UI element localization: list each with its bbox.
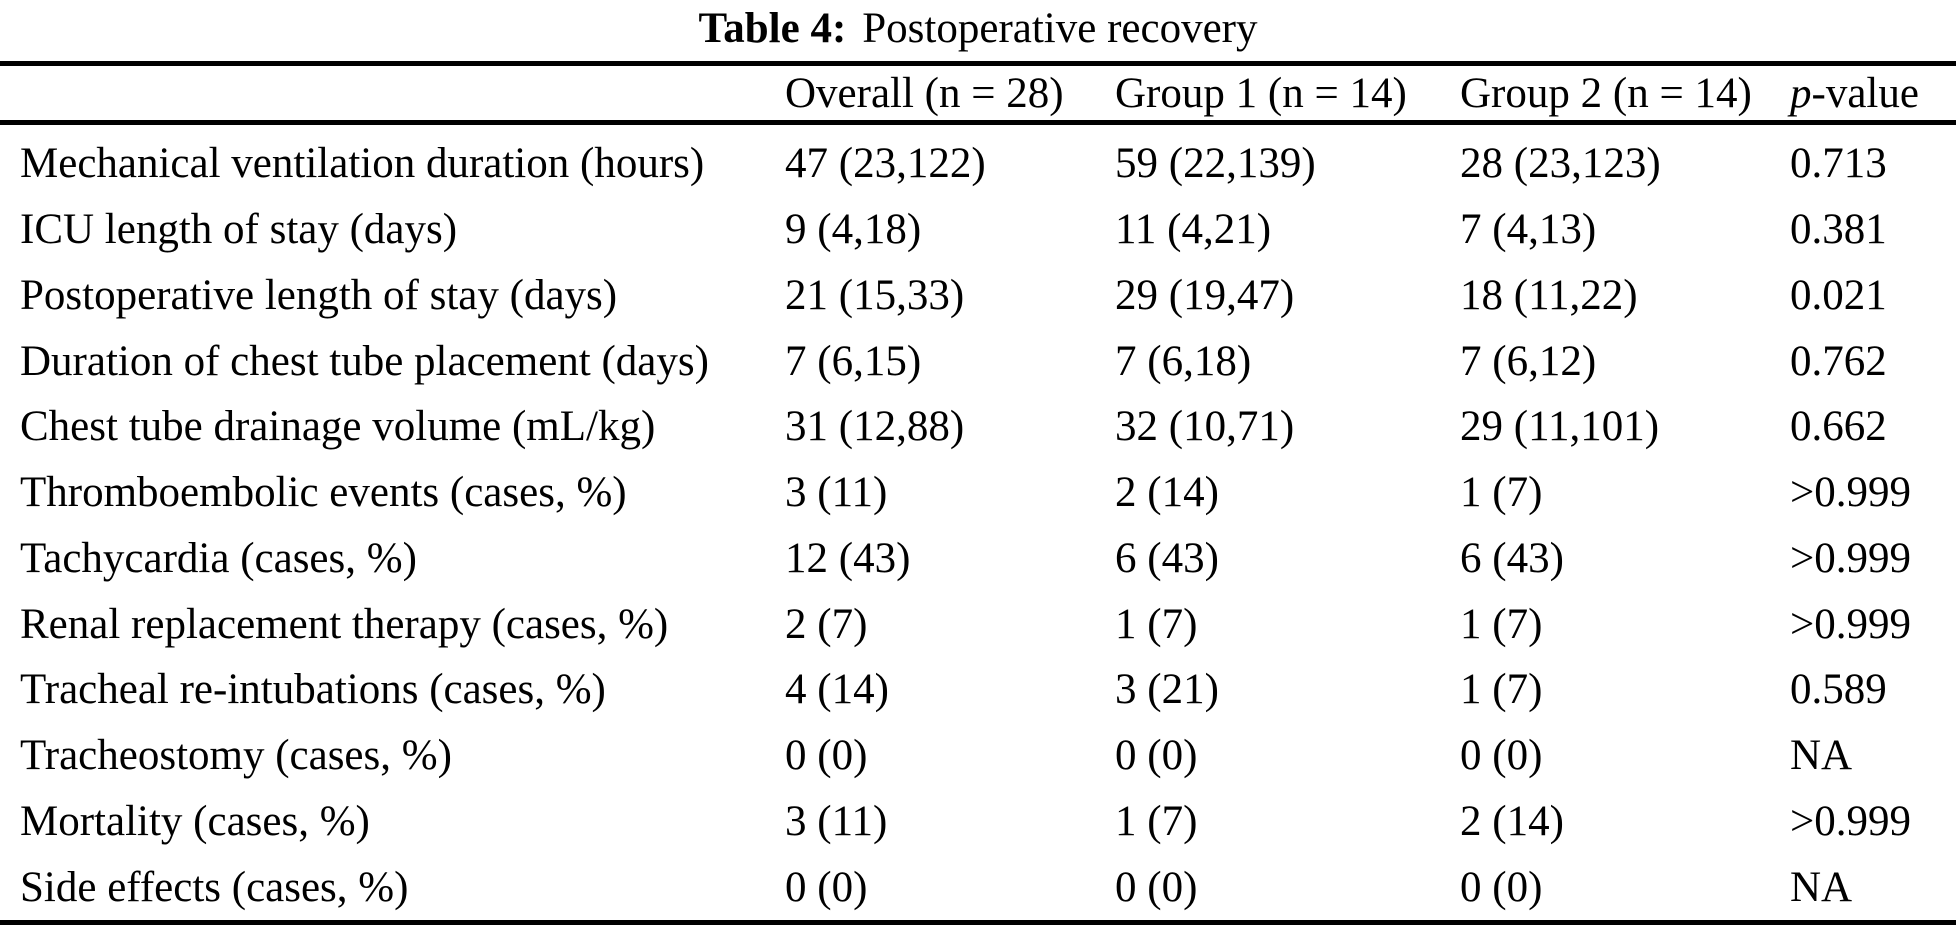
cell-overall: 0 (0) [785,732,868,780]
table-header-row: Overall (n = 28) Group 1 (n = 14) Group … [0,61,1956,125]
table-row: ICU length of stay (days) 9 (4,18) 11 (4… [0,205,1956,254]
cell-group1: 1 (7) [1115,797,1198,845]
header-group1: Group 1 (n = 14) [1115,69,1407,117]
cell-group2: 7 (4,13) [1460,206,1597,254]
row-label: Thromboembolic events (cases, %) [20,469,627,517]
row-label: Chest tube drainage volume (mL/kg) [20,403,656,451]
row-label: Tracheal re-intubations (cases, %) [20,666,606,714]
cell-overall: 2 (7) [785,600,868,648]
row-label: Tracheostomy (cases, %) [20,732,452,780]
cell-pvalue: 0.381 [1790,206,1887,254]
header-overall: Overall (n = 28) [785,69,1064,117]
cell-group2: 18 (11,22) [1460,271,1638,319]
table-row: Postoperative length of stay (days) 21 (… [0,271,1956,320]
cell-group2: 7 (6,12) [1460,337,1597,385]
cell-group1: 32 (10,71) [1115,403,1295,451]
table-row: Thromboembolic events (cases, %) 3 (11) … [0,468,1956,517]
row-label: Side effects (cases, %) [20,863,409,911]
cell-group2: 28 (23,123) [1460,140,1661,188]
table-caption: Table 4: Postoperative recovery [0,0,1956,61]
header-group2: Group 2 (n = 14) [1460,69,1752,117]
row-label: Renal replacement therapy (cases, %) [20,600,669,648]
cell-pvalue: 0.589 [1790,666,1887,714]
cell-pvalue: >0.999 [1790,534,1912,582]
cell-group2: 1 (7) [1460,469,1543,517]
cell-pvalue: 0.662 [1790,403,1887,451]
table-row: Chest tube drainage volume (mL/kg) 31 (1… [0,402,1956,451]
cell-group2: 29 (11,101) [1460,403,1660,451]
cell-pvalue: >0.999 [1790,469,1912,517]
cell-overall: 47 (23,122) [785,140,986,188]
cell-group1: 3 (21) [1115,666,1219,714]
cell-group1: 59 (22,139) [1115,140,1316,188]
table-caption-label: Table 4: [698,5,847,52]
cell-group1: 1 (7) [1115,600,1198,648]
row-label: Tachycardia (cases, %) [20,534,417,582]
table-row: Tracheal re-intubations (cases, %) 4 (14… [0,665,1956,714]
cell-group2: 0 (0) [1460,863,1543,911]
cell-group2: 6 (43) [1460,534,1564,582]
cell-pvalue: >0.999 [1790,797,1912,845]
cell-overall: 3 (11) [785,797,888,845]
table-row: Duration of chest tube placement (days) … [0,337,1956,386]
cell-pvalue: NA [1790,863,1853,911]
row-label: ICU length of stay (days) [20,206,458,254]
cell-group2: 0 (0) [1460,732,1543,780]
header-pvalue: p-value [1790,70,1948,117]
cell-group1: 11 (4,21) [1115,206,1272,254]
cell-group2: 1 (7) [1460,666,1543,714]
row-label: Mortality (cases, %) [20,797,370,845]
row-label: Duration of chest tube placement (days) [20,337,709,385]
table-caption-title: Postoperative recovery [862,5,1258,52]
row-label: Postoperative length of stay (days) [20,271,618,319]
cell-group1: 0 (0) [1115,863,1198,911]
cell-pvalue: NA [1790,732,1853,780]
header-pvalue-rest: -value [1811,69,1919,117]
cell-pvalue: 0.762 [1790,337,1887,385]
cell-group1: 7 (6,18) [1115,337,1252,385]
table-body: Mechanical ventilation duration (hours) … [0,125,1956,925]
cell-group2: 1 (7) [1460,600,1543,648]
cell-overall: 9 (4,18) [785,206,922,254]
table-row: Tachycardia (cases, %) 12 (43) 6 (43) 6 … [0,534,1956,583]
cell-overall: 7 (6,15) [785,337,922,385]
header-pvalue-p: p [1790,69,1812,117]
cell-pvalue: >0.999 [1790,600,1912,648]
table-row: Tracheostomy (cases, %) 0 (0) 0 (0) 0 (0… [0,731,1956,780]
table-row: Mechanical ventilation duration (hours) … [0,139,1956,188]
cell-overall: 3 (11) [785,469,888,517]
cell-overall: 12 (43) [785,534,911,582]
cell-group2: 2 (14) [1460,797,1564,845]
cell-overall: 31 (12,88) [785,403,965,451]
cell-overall: 4 (14) [785,666,889,714]
cell-group1: 2 (14) [1115,469,1219,517]
cell-pvalue: 0.021 [1790,271,1887,319]
cell-group1: 6 (43) [1115,534,1219,582]
table-row: Mortality (cases, %) 3 (11) 1 (7) 2 (14)… [0,797,1956,846]
cell-group1: 29 (19,47) [1115,271,1295,319]
cell-pvalue: 0.713 [1790,140,1887,188]
row-label: Mechanical ventilation duration (hours) [20,140,705,188]
cell-overall: 0 (0) [785,863,868,911]
cell-overall: 21 (15,33) [785,271,965,319]
table-row: Side effects (cases, %) 0 (0) 0 (0) 0 (0… [0,863,1956,912]
cell-group1: 0 (0) [1115,732,1198,780]
table-row: Renal replacement therapy (cases, %) 2 (… [0,600,1956,649]
